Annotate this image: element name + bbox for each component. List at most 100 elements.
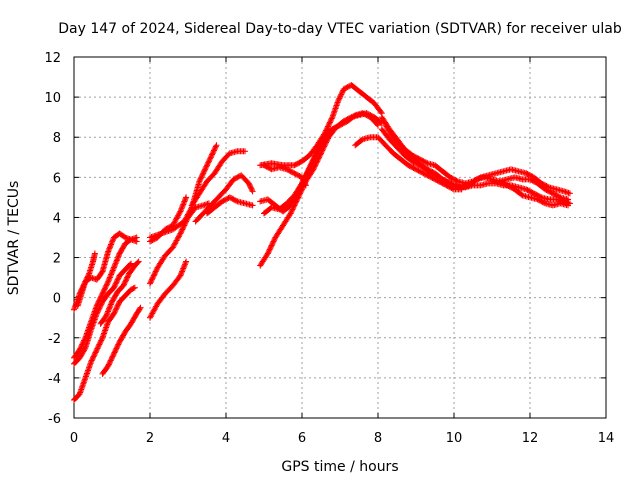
data-point — [266, 247, 273, 254]
data-point — [269, 239, 276, 246]
data-point — [113, 257, 120, 264]
data-point — [122, 278, 129, 285]
data-point — [179, 268, 186, 275]
data-point — [309, 158, 316, 165]
x-tick-label: 0 — [70, 431, 78, 446]
data-point — [307, 161, 314, 168]
data-point — [245, 180, 252, 187]
data-point — [111, 263, 118, 270]
data-point — [177, 271, 184, 278]
data-point — [96, 304, 103, 311]
data-point — [201, 167, 208, 174]
data-point — [179, 225, 186, 232]
data-point — [299, 180, 305, 187]
axis-ticks: 0 2 4 6 8 10 12 14 -6 -4 -2 0 2 4 6 8 10 12 — [44, 51, 614, 446]
data-point — [112, 348, 119, 355]
data-point — [208, 152, 215, 159]
data-point — [307, 162, 314, 169]
data-point — [267, 245, 274, 252]
data-point — [199, 171, 206, 178]
data-point — [287, 210, 294, 217]
data-point — [128, 260, 134, 267]
data-point — [311, 154, 318, 161]
data-point — [204, 160, 211, 167]
data-point — [268, 242, 275, 249]
data-point — [83, 275, 90, 282]
data-point — [177, 207, 184, 214]
data-point — [114, 344, 121, 351]
data-point — [196, 178, 203, 185]
data-point — [295, 187, 302, 194]
data-point — [197, 175, 204, 182]
data-points — [71, 82, 573, 403]
data-point — [183, 217, 190, 224]
data-point — [305, 166, 312, 173]
data-point — [339, 88, 346, 95]
data-point — [314, 148, 321, 155]
chart-title: Day 147 of 2024, Sidereal Day-to-day VTE… — [58, 21, 622, 37]
data-point — [131, 284, 138, 291]
data-point — [178, 229, 185, 236]
data-point — [178, 227, 185, 234]
data-point — [105, 307, 112, 314]
y-tick-label: 2 — [53, 252, 61, 267]
data-point — [453, 183, 460, 190]
data-point — [183, 218, 190, 225]
data-point — [77, 345, 84, 352]
data-point — [325, 122, 332, 129]
data-point — [565, 196, 571, 203]
data-point — [103, 311, 110, 318]
data-point — [310, 156, 317, 163]
data-point — [108, 300, 115, 307]
data-point — [205, 158, 212, 165]
data-point — [324, 123, 331, 130]
x-tick-label: 10 — [446, 431, 463, 446]
data-point — [327, 118, 334, 125]
series-arc-26 — [527, 176, 571, 203]
data-point — [180, 200, 187, 207]
data-point — [148, 276, 155, 283]
data-point — [181, 221, 188, 228]
data-point — [94, 309, 101, 316]
data-point — [300, 176, 307, 183]
data-point — [109, 238, 116, 245]
data-point — [124, 273, 131, 280]
data-point — [105, 362, 112, 369]
series-arc-6 — [97, 258, 142, 327]
data-point — [150, 273, 157, 280]
data-point — [453, 177, 460, 184]
data-point — [183, 194, 190, 201]
data-point — [377, 108, 384, 115]
data-point — [333, 124, 340, 131]
data-point — [107, 302, 114, 309]
data-point — [197, 177, 204, 184]
data-point — [206, 156, 213, 163]
data-point — [176, 209, 183, 216]
data-point — [314, 146, 321, 153]
data-point — [106, 360, 113, 367]
data-point — [178, 205, 185, 212]
data-point — [338, 91, 345, 98]
data-point — [351, 113, 358, 120]
data-point — [200, 170, 207, 177]
y-tick-label: 10 — [44, 91, 61, 106]
data-point — [151, 271, 158, 278]
data-point — [110, 284, 117, 291]
data-point — [85, 271, 92, 278]
data-point — [296, 185, 303, 192]
data-point — [90, 353, 97, 360]
data-point — [111, 283, 118, 290]
data-point — [121, 281, 128, 288]
data-point — [114, 342, 121, 349]
data-point — [101, 286, 108, 293]
data-point — [178, 269, 185, 276]
data-point — [294, 189, 301, 196]
data-point — [540, 199, 547, 206]
data-point — [153, 267, 160, 274]
data-point — [233, 197, 240, 204]
data-point — [566, 190, 573, 197]
data-point — [179, 226, 186, 233]
data-point — [103, 281, 110, 288]
data-point — [109, 237, 116, 244]
